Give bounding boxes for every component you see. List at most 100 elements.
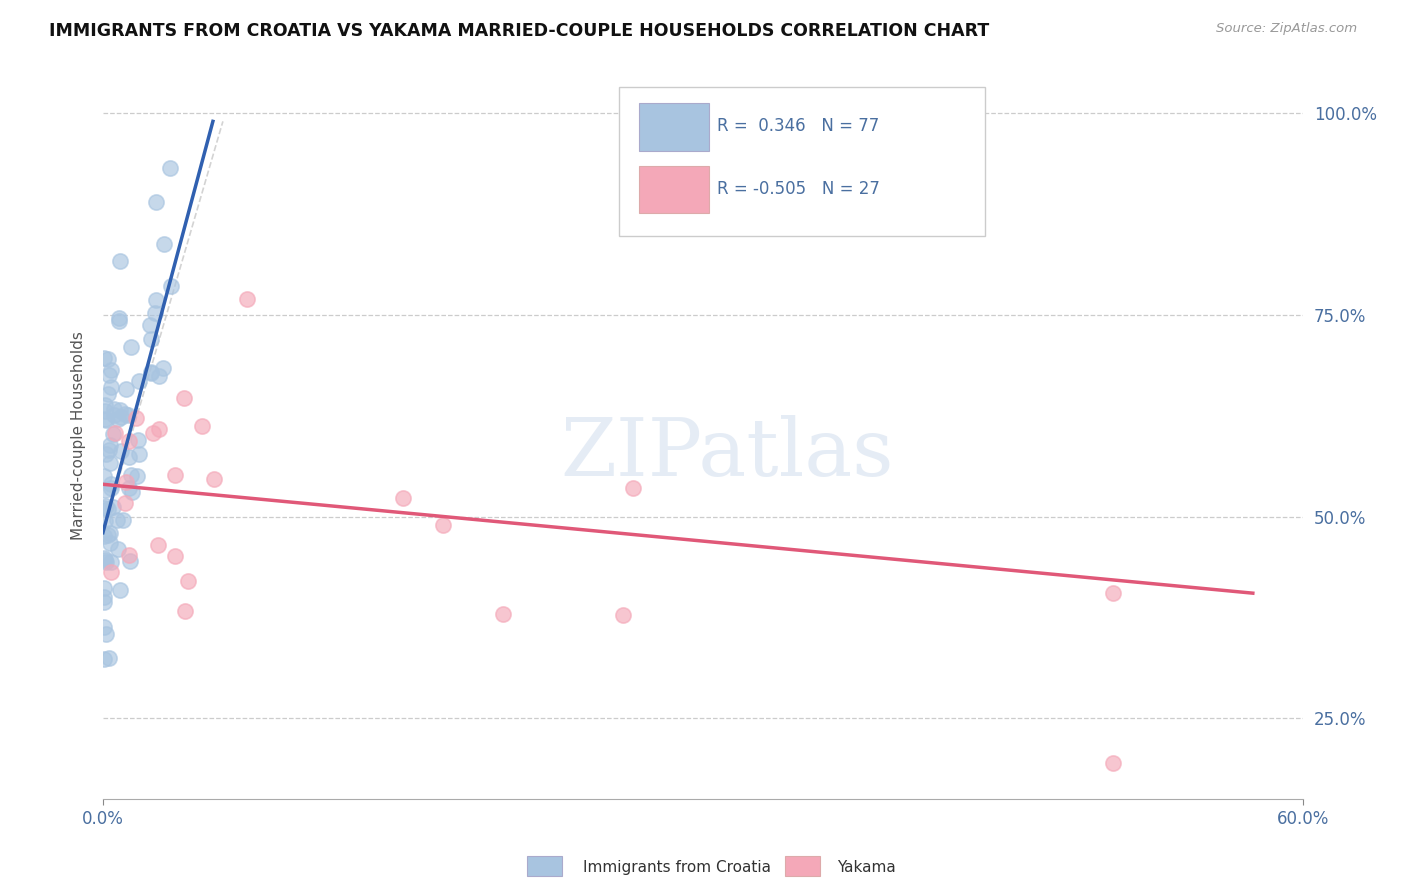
Point [177,574,200,589]
Point [93,483,115,497]
Point [621,481,644,495]
Point [142,425,165,440]
Point [97,502,120,516]
Point [153,236,176,251]
Y-axis label: Married-couple Households: Married-couple Households [72,332,86,541]
Text: IMMIGRANTS FROM CROATIA VS YAKAMA MARRIED-COUPLE HOUSEHOLDS CORRELATION CHART: IMMIGRANTS FROM CROATIA VS YAKAMA MARRIE… [49,22,990,40]
Point [93,591,115,605]
Point [94,398,117,412]
Point [94,404,117,418]
Point [93,620,115,634]
Point [117,409,139,423]
Point [146,537,169,551]
Point [141,366,163,380]
Point [139,332,162,346]
Point [103,408,125,422]
Point [138,318,160,332]
Point [120,554,142,568]
Point [128,374,150,388]
Point [94,447,117,461]
Point [392,491,415,505]
Text: Immigrants from Croatia: Immigrants from Croatia [583,860,772,874]
Point [93,551,115,566]
Point [93,652,115,666]
Point [107,412,129,426]
Point [190,418,212,433]
Point [100,565,122,579]
Point [152,361,174,376]
Point [117,549,139,563]
Point [94,514,117,528]
Point [163,549,186,563]
Text: R = -0.505   N = 27: R = -0.505 N = 27 [717,180,880,198]
Point [107,542,129,557]
Point [118,450,141,464]
Point [118,434,141,449]
Point [94,412,117,426]
Point [101,427,124,442]
Point [139,365,162,379]
Text: ZIPatlas: ZIPatlas [560,415,894,493]
Point [612,608,634,623]
Point [121,485,143,500]
Text: R =  0.346   N = 77: R = 0.346 N = 77 [717,117,880,135]
Point [115,475,138,490]
Point [110,409,132,424]
Point [125,411,148,425]
Point [105,513,128,527]
Point [127,433,149,447]
Point [94,626,117,640]
Point [160,279,183,293]
Point [93,500,115,515]
Point [111,513,134,527]
FancyBboxPatch shape [640,103,709,151]
Point [202,471,225,485]
Point [108,403,131,417]
Point [173,391,195,405]
Point [110,254,132,268]
Point [120,467,142,482]
Point [145,293,167,307]
Point [108,314,131,328]
Point [118,481,141,495]
Point [120,340,142,354]
Point [97,442,120,457]
Point [93,595,115,609]
Point [100,481,122,495]
Point [104,426,127,441]
Point [98,536,121,550]
Point [93,468,115,483]
Point [93,581,115,595]
Point [96,555,118,569]
Point [159,161,181,176]
Point [97,352,120,367]
Point [100,555,122,569]
Point [127,469,149,483]
Point [110,443,132,458]
Point [432,517,454,532]
Text: Yakama: Yakama [837,860,896,874]
Point [143,306,166,320]
Point [1101,586,1123,600]
Point [93,528,115,542]
Point [492,607,515,621]
Point [100,362,122,376]
FancyBboxPatch shape [640,166,709,213]
Point [98,368,121,382]
Point [98,526,121,541]
Point [97,387,120,401]
Point [128,447,150,461]
Point [148,368,170,383]
Point [98,456,121,470]
Point [148,422,170,436]
Point [98,438,121,452]
Point [174,604,197,618]
Point [114,496,136,510]
Point [100,380,122,394]
FancyBboxPatch shape [619,87,984,236]
Point [103,401,125,416]
Point [114,408,136,422]
Point [103,500,125,514]
Point [114,382,136,396]
Point [93,351,115,366]
